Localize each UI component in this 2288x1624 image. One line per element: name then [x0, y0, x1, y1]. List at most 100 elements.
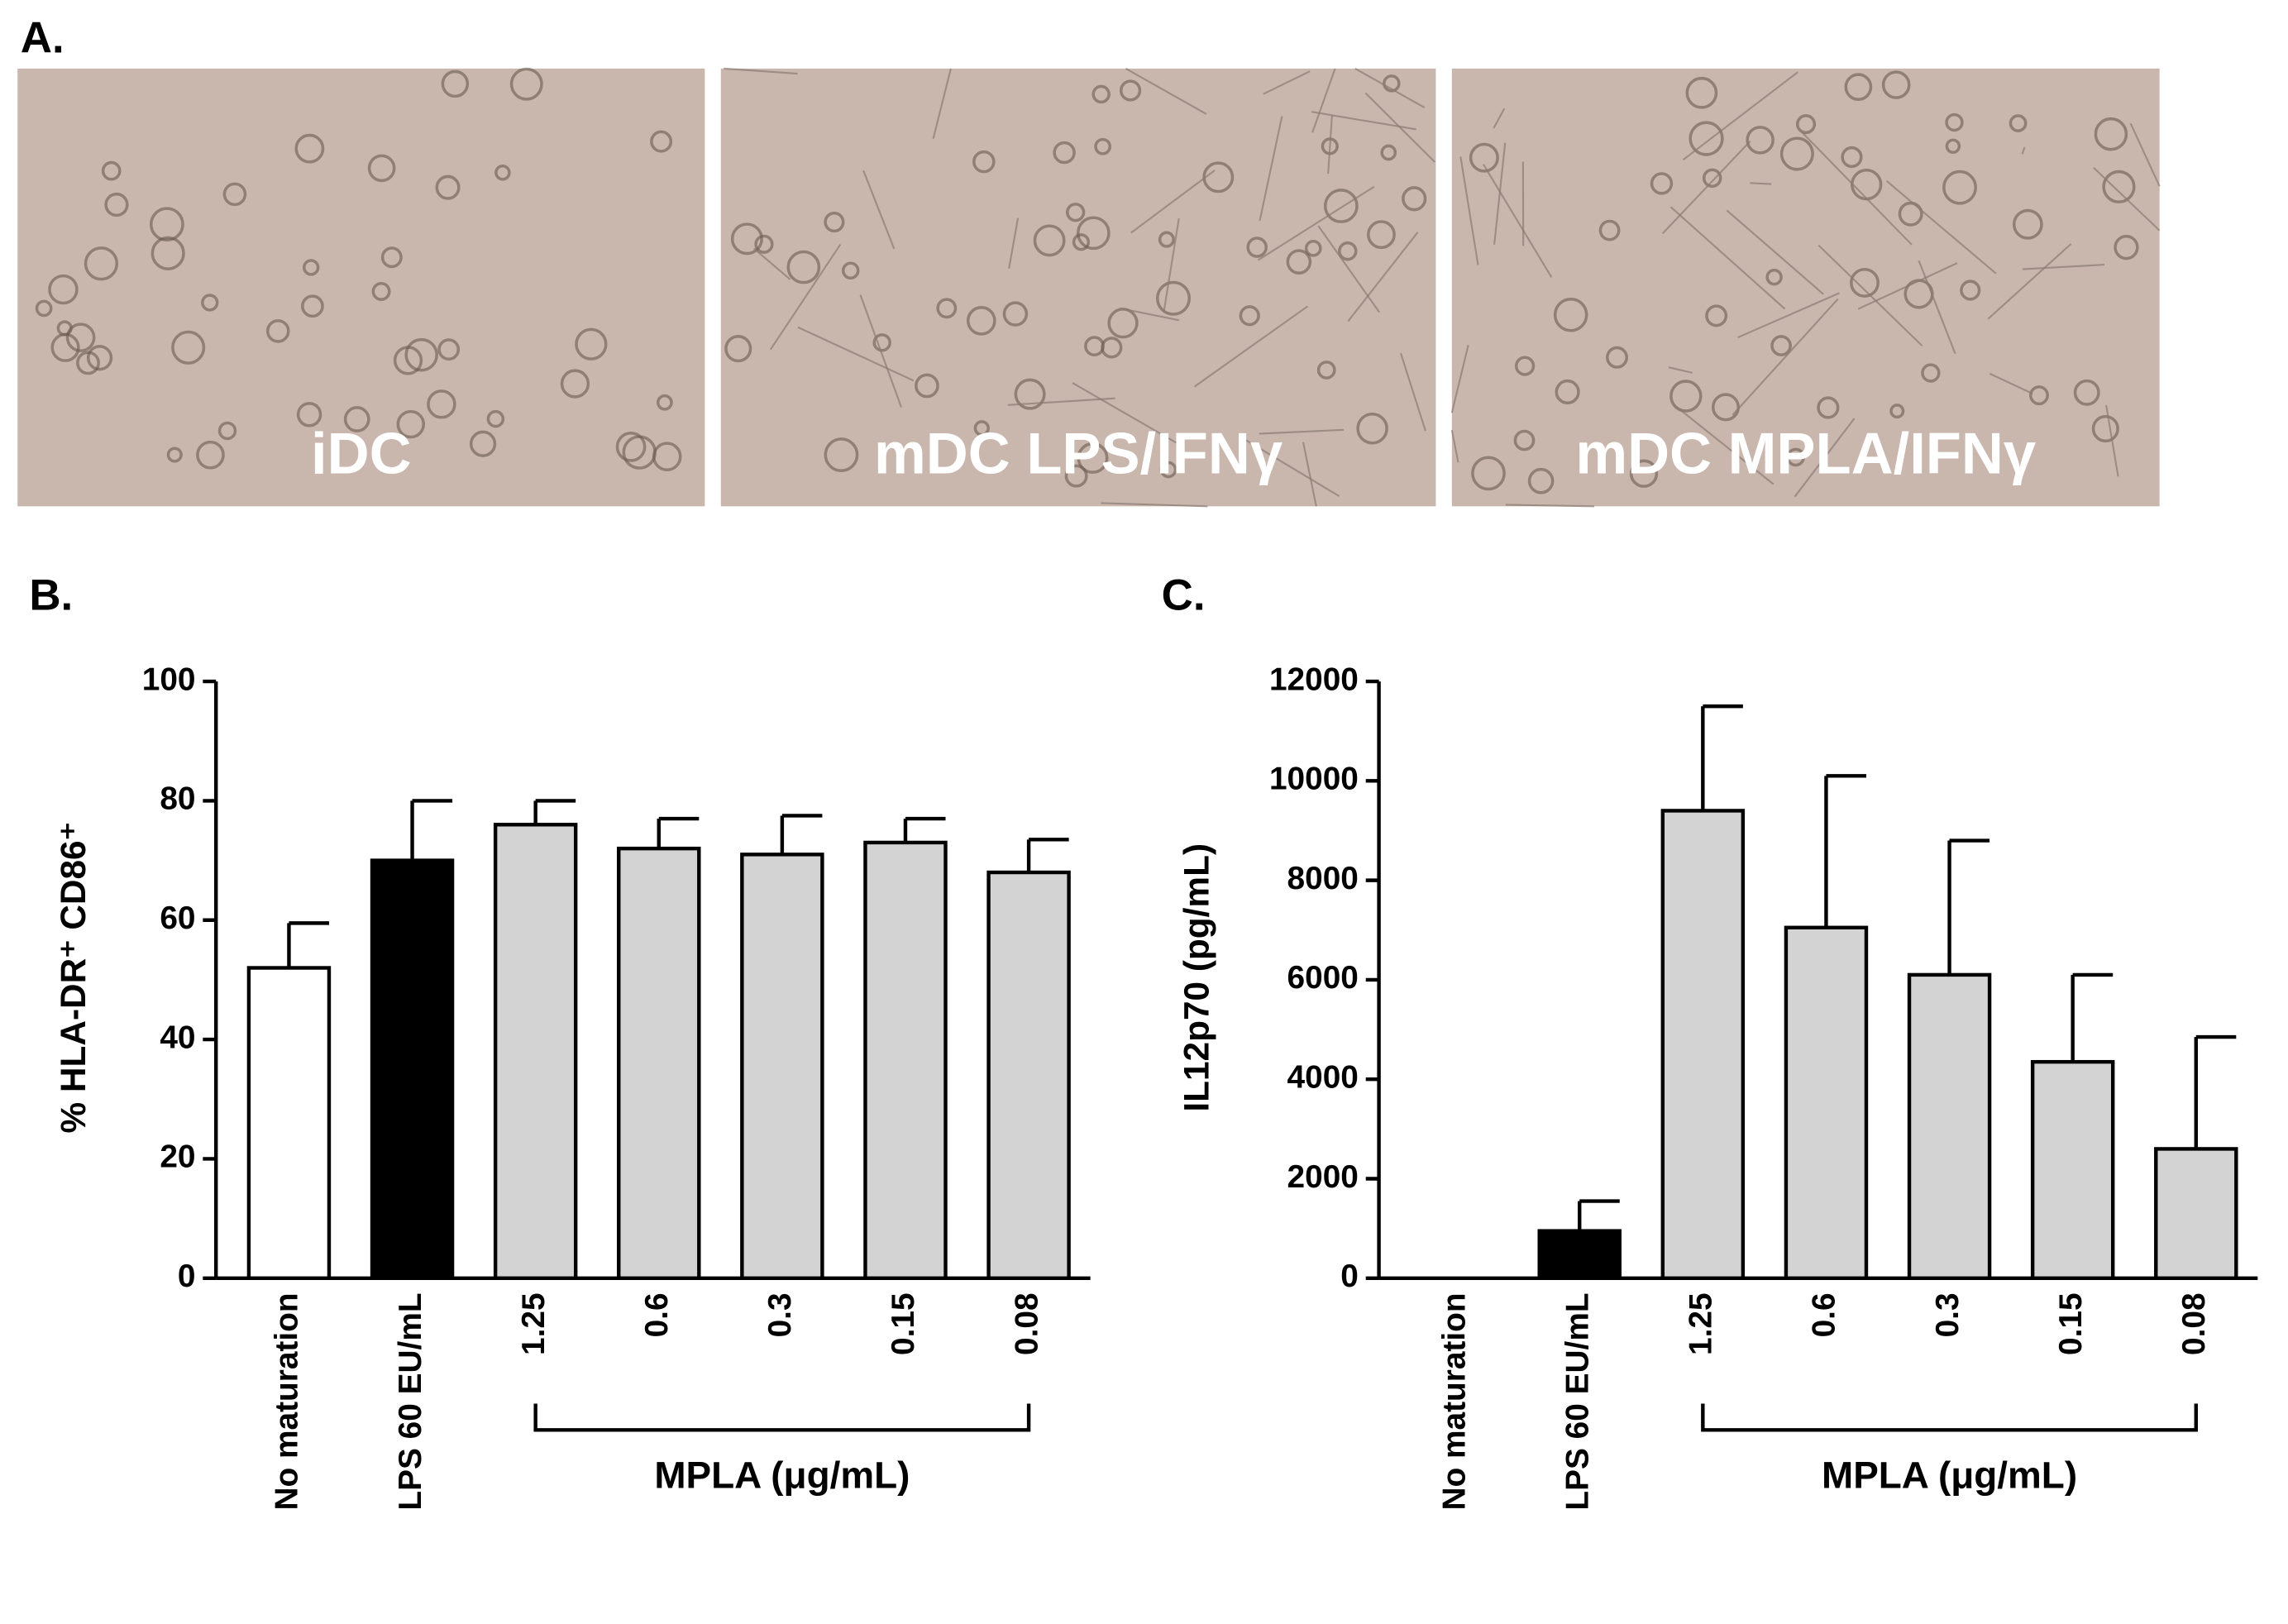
cell: [2102, 170, 2136, 203]
cell: [1942, 170, 1978, 205]
cell: [1553, 297, 1588, 332]
cell: [1898, 201, 1923, 227]
dendrite: [2093, 167, 2161, 232]
dendrite: [1673, 404, 1775, 485]
cell: [35, 299, 53, 318]
cell: [1469, 142, 1499, 173]
cell: [1746, 126, 1775, 155]
bar: [740, 853, 824, 1280]
y-tick-label: 0: [178, 1259, 196, 1294]
cell: [786, 250, 821, 284]
x-tick-label: No maturation: [270, 1292, 305, 1510]
y-axis-label: % HLA-DR⁺ CD86⁺: [54, 822, 93, 1133]
cell: [84, 246, 119, 281]
cell: [1072, 233, 1091, 251]
dendrite: [1669, 206, 1786, 310]
image-label: iDC: [311, 421, 412, 486]
cell: [1711, 393, 1740, 422]
cell: [966, 306, 996, 336]
dendrite: [1263, 70, 1311, 95]
cell: [427, 389, 456, 419]
cell: [650, 130, 673, 153]
bar: [2030, 1059, 2115, 1280]
cell: [1471, 456, 1506, 491]
cell: [1629, 459, 1659, 488]
cell: [150, 236, 185, 270]
cell: [1367, 220, 1396, 250]
dendrite: [1987, 243, 2072, 320]
cell: [1685, 76, 1718, 109]
cell: [730, 222, 763, 256]
dendrite: [1259, 116, 1283, 222]
cell: [1286, 249, 1312, 275]
cell: [872, 333, 891, 352]
cell: [1786, 447, 1806, 467]
cell: [171, 330, 206, 365]
cell: [166, 447, 183, 463]
cell: [486, 409, 505, 428]
cell: [1002, 301, 1029, 327]
bar: [493, 823, 578, 1280]
cell: [1650, 172, 1674, 195]
dendrite: [1125, 68, 1207, 115]
cell: [915, 373, 939, 399]
dendrite: [1450, 430, 1459, 463]
x-tick-label: 0.08: [2176, 1292, 2212, 1355]
cell: [1323, 189, 1359, 223]
y-tick-label: 6000: [1287, 960, 1359, 996]
y-tick-label: 2000: [1287, 1159, 1359, 1195]
group-label: MPLA (μg/mL): [1822, 1454, 2077, 1497]
cell: [1881, 70, 1911, 99]
bar: [1907, 972, 1992, 1280]
cell: [1921, 363, 1941, 383]
dendrite: [862, 170, 896, 250]
y-tick-label: 12000: [1269, 662, 1359, 697]
dendrite: [1857, 262, 1958, 310]
cell: [86, 345, 113, 371]
x-tick-label: No maturation: [1436, 1292, 1472, 1510]
cell: [296, 402, 322, 427]
x-tick-label: 0.15: [886, 1292, 921, 1355]
cell: [1689, 121, 1724, 156]
cell: [1246, 236, 1268, 258]
y-tick-label: 8000: [1287, 861, 1359, 896]
cell: [1945, 112, 1964, 132]
dendrite: [1311, 111, 1416, 131]
dendrite: [1459, 156, 1479, 265]
panel-label: A.: [21, 13, 64, 62]
dendrite: [753, 247, 791, 280]
y-axis-label: IL12p70 (pg/mL): [1177, 843, 1216, 1112]
x-tick-label: 0.6: [1807, 1292, 1842, 1337]
cell: [1702, 168, 1722, 189]
x-tick-label: 1.25: [516, 1292, 552, 1355]
cell: [1033, 224, 1066, 257]
cell: [1066, 203, 1086, 222]
cell: [303, 259, 320, 276]
micrograph: [720, 68, 1436, 507]
cell: [2094, 117, 2128, 151]
bar: [2154, 1147, 2238, 1280]
cell: [1945, 138, 1961, 155]
panel-label: C.: [1162, 571, 1206, 619]
dendrite: [1989, 372, 2033, 394]
dendrite: [1493, 107, 1506, 129]
dendrite: [1661, 140, 1751, 235]
cell: [1841, 146, 1863, 169]
cell: [973, 420, 990, 437]
dendrite: [1193, 305, 1309, 388]
dendrite: [1726, 209, 1824, 295]
cell: [367, 154, 396, 183]
cell: [1960, 279, 1981, 301]
cell: [201, 294, 219, 312]
cell: [1155, 280, 1192, 316]
x-tick-label: 1.25: [1684, 1292, 1719, 1355]
dendrite: [1101, 502, 1208, 508]
dendrite: [1505, 504, 1595, 508]
cell: [1316, 361, 1336, 380]
cell: [1705, 304, 1728, 327]
dendrite: [1885, 180, 1997, 275]
panel-label: B.: [29, 571, 73, 619]
cell: [575, 327, 608, 361]
dendrite: [1163, 217, 1180, 312]
